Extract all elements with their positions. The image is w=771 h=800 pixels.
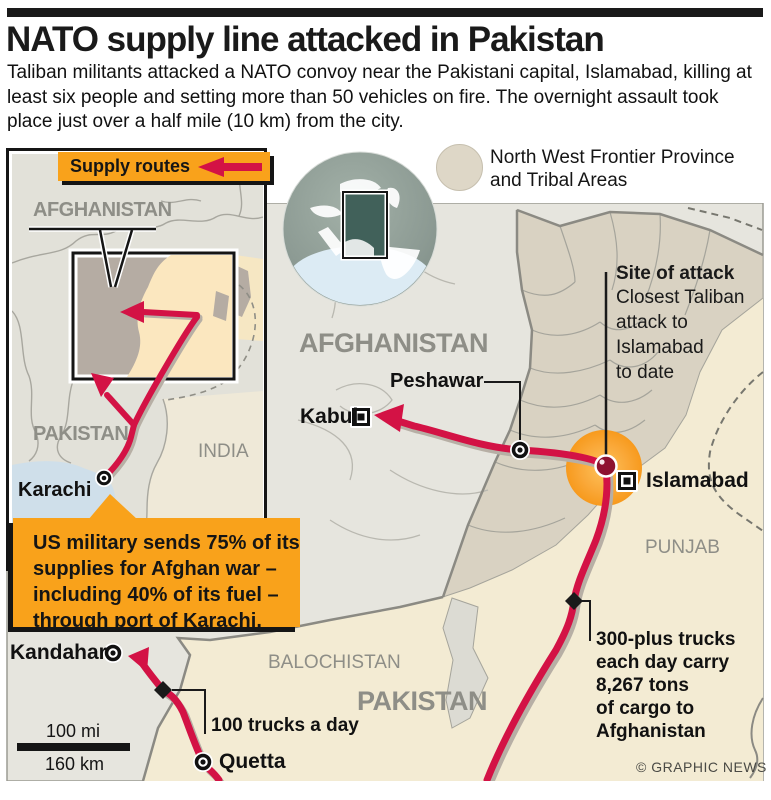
scale-bar <box>17 743 130 751</box>
city-marker-kandahar <box>103 643 123 663</box>
supply-route-arrow-icon <box>198 156 262 177</box>
afghanistan-pointer <box>29 226 156 288</box>
inset-arrow-west <box>120 301 144 323</box>
karachi-callout: US military sends 75% of its supplies fo… <box>13 518 300 632</box>
nwfp-legend-label: North West Frontier Province and Tribal … <box>490 147 735 191</box>
label-punjab: PUNJAB <box>645 537 720 558</box>
trucks-300-note: 300-plus trucks each day carry 8,267 ton… <box>596 629 736 742</box>
scale-km-label: 160 km <box>45 754 105 774</box>
city-marker-islamabad <box>616 470 638 492</box>
inset-label-afghanistan: AFGHANISTAN <box>33 199 172 221</box>
district-borders <box>467 211 711 533</box>
supply-routes-legend: Supply routes <box>58 152 270 181</box>
attack-callout: Site of attack Closest Taliban attack to… <box>616 263 745 383</box>
region-district-south <box>442 597 489 729</box>
label-kandahar: Kandahar <box>10 641 107 664</box>
city-marker-karachi <box>95 469 113 487</box>
label-peshawar: Peshawar <box>390 370 484 392</box>
city-marker-kabul <box>350 406 372 428</box>
label-balochistan: BALOCHISTAN <box>268 652 401 673</box>
locator-globe <box>282 151 438 307</box>
header-rule <box>7 8 763 17</box>
label-islamabad: Islamabad <box>646 469 749 492</box>
inset-label-pakistan: PAKISTAN <box>33 423 129 445</box>
right-border-squiggle <box>749 697 764 779</box>
checkpoint-diamond-east <box>565 592 583 610</box>
attack-site-marker <box>594 454 618 478</box>
inset-map <box>12 154 263 567</box>
inset-route <box>101 309 200 481</box>
city-marker-quetta <box>193 752 213 772</box>
intro-paragraph: Taliban militants attacked a NATO convoy… <box>7 62 752 132</box>
inset-map-frame <box>6 148 267 571</box>
inset-arrow-southwest <box>91 373 114 397</box>
inset-label-karachi: Karachi <box>18 479 92 501</box>
scale-miles-label: 100 mi <box>46 721 101 741</box>
credit: © GRAPHIC NEWS <box>636 759 767 775</box>
route-arrow-kabul <box>374 404 404 432</box>
page-title: NATO supply line attacked in Pakistan <box>6 20 605 59</box>
inset-dashed-border <box>165 284 257 401</box>
route-arrow-kandahar <box>128 647 149 672</box>
label-quetta: Quetta <box>219 750 286 773</box>
inset-label-india: INDIA <box>198 441 249 462</box>
label-kabul: Kabul <box>300 405 359 428</box>
callout-pointer <box>88 494 138 520</box>
north-border <box>516 208 764 257</box>
supply-routes-label: Supply routes <box>70 156 191 176</box>
afghan-pakistan-border <box>141 210 534 781</box>
checkpoint-diamond-west <box>154 681 172 699</box>
attack-title: Site of attack <box>616 263 735 284</box>
trucks-100-note: 100 trucks a day <box>211 715 359 736</box>
leader-lines <box>172 272 608 734</box>
inset-gray-patch <box>235 265 251 317</box>
label-pakistan: PAKISTAN <box>357 686 488 716</box>
label-afghanistan: AFGHANISTAN <box>299 328 488 358</box>
nwfp-legend-swatch <box>436 144 483 191</box>
dashed-border-loc <box>687 207 767 534</box>
city-marker-peshawar <box>510 440 530 460</box>
